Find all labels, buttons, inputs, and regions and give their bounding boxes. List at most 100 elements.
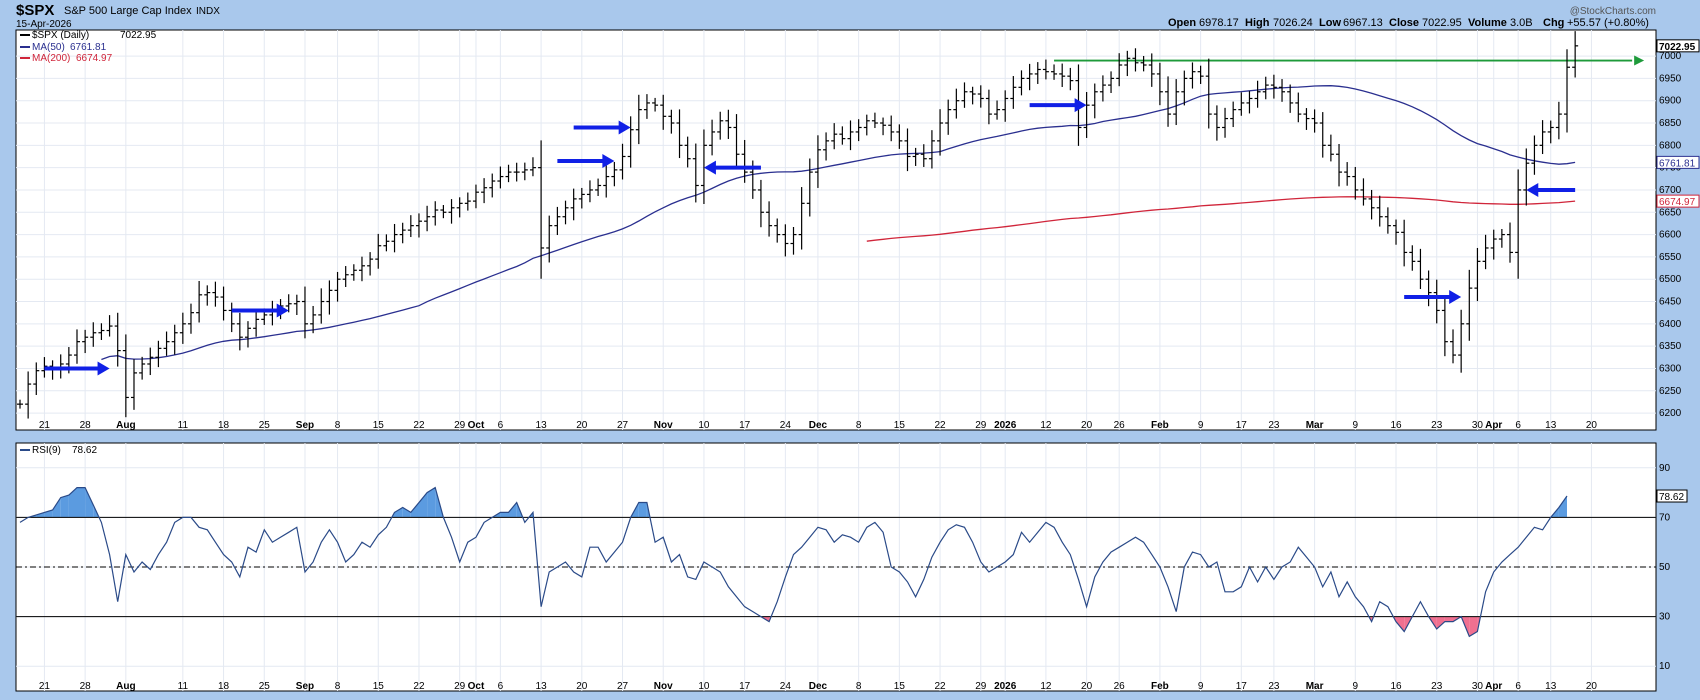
price-bar <box>236 312 243 351</box>
high-label: High <box>1245 17 1270 29</box>
rsi-x-axis: 21 28 Aug 11 18 25 Sep 8 15 22 29 Oct 6 13 20 27 Nov 10 17… <box>39 681 1598 692</box>
price-bar <box>424 205 431 232</box>
price-bar <box>293 294 300 316</box>
price-bar <box>448 199 455 224</box>
rsi-x-tick-label: 24 <box>780 681 792 692</box>
price-y-tick-label: 6350 <box>1659 341 1682 352</box>
price-bar <box>1270 74 1277 99</box>
price-bar <box>375 233 382 269</box>
price-y-tick-label: 6250 <box>1659 386 1682 397</box>
price-y-tick-label: 6450 <box>1659 297 1682 308</box>
rsi-overbought-fill <box>427 487 436 518</box>
price-bar <box>1132 48 1139 72</box>
rsi-x-tick-label: 22 <box>934 681 946 692</box>
price-bar <box>1376 195 1383 227</box>
ma50-line <box>101 85 1576 361</box>
price-x-tick-label: 24 <box>780 420 792 431</box>
resistance-line <box>1054 55 1645 66</box>
rsi-x-tick-label: 29 <box>454 681 466 692</box>
annotation-arrows <box>44 98 1576 376</box>
price-bar <box>1344 162 1351 186</box>
rsi-x-tick-label: 17 <box>739 681 751 692</box>
y-axis-badge-box <box>1656 194 1700 208</box>
price-x-tick-label: 9 <box>1198 420 1204 431</box>
price-bar <box>82 329 89 354</box>
price-x-tick-label: 8 <box>856 420 862 431</box>
price-x-tick-label: 28 <box>80 420 92 431</box>
price-x-tick-label: 23 <box>1431 420 1443 431</box>
price-bar <box>823 132 830 161</box>
price-bar <box>1295 92 1302 123</box>
rsi-x-tick-label: Mar <box>1306 681 1324 692</box>
rsi-overbought-fill <box>419 492 428 518</box>
price-bar <box>937 109 944 156</box>
price-x-tick-label: 29 <box>454 420 466 431</box>
price-bar <box>1002 90 1009 122</box>
price-bar <box>643 94 650 119</box>
header-name: S&P 500 Large Cap Index <box>64 5 192 17</box>
chg-label: Chg <box>1543 17 1564 29</box>
price-bar <box>635 94 642 145</box>
arrow-head <box>1449 290 1462 305</box>
rsi-oversold-fill <box>1396 616 1405 632</box>
open-label: Open <box>1168 17 1196 29</box>
high-value: 7026.24 <box>1273 17 1313 29</box>
price-bar <box>196 280 203 323</box>
price-bar <box>668 109 675 134</box>
price-bar <box>399 222 406 244</box>
price-bar <box>1531 135 1538 175</box>
price-y-tick-label: 6200 <box>1659 408 1682 419</box>
price-bar <box>513 162 520 182</box>
price-x-tick-label: 17 <box>1236 420 1248 431</box>
price-bar <box>1507 222 1514 263</box>
y-axis-badge: 6761.81 <box>1656 155 1700 169</box>
price-gridlines <box>16 30 1656 430</box>
price-y-tick-label: 6950 <box>1659 73 1682 84</box>
price-bar <box>310 305 317 334</box>
price-bar <box>814 135 821 188</box>
price-bar <box>163 331 170 356</box>
resistance-arrowhead <box>1634 55 1645 66</box>
price-bar <box>896 124 903 149</box>
arrow-left <box>1526 182 1576 197</box>
price-x-tick-label: 30 <box>1472 420 1484 431</box>
price-bar <box>717 111 724 140</box>
price-bar <box>1018 70 1025 96</box>
price-bar <box>994 100 1001 120</box>
price-bar <box>1450 329 1457 364</box>
price-bar <box>432 201 439 226</box>
rsi-x-tick-label: 11 <box>178 681 189 692</box>
rsi-overbought-fill <box>85 487 94 518</box>
price-bar <box>684 136 691 168</box>
rsi-value-badge-box <box>1656 489 1688 503</box>
legend-ma200-name: MA(200) <box>32 53 70 64</box>
price-x-tick-label: 12 <box>1040 420 1052 431</box>
rsi-x-tick-label: 9 <box>1353 681 1359 692</box>
legend-rsi-name: RSI(9) <box>32 445 61 456</box>
price-bar <box>847 120 854 151</box>
price-bar <box>692 143 699 203</box>
price-bar <box>350 264 357 281</box>
price-bar <box>863 114 870 136</box>
rsi-overbought-fill <box>1558 496 1567 518</box>
price-x-tick-label: 17 <box>739 420 751 431</box>
price-bar <box>17 399 23 409</box>
price-bar <box>831 123 838 150</box>
header-date: 15-Apr-2026 <box>16 19 72 30</box>
price-y-tick-label: 7000 <box>1659 51 1682 62</box>
price-bar <box>1042 59 1049 80</box>
rsi-legend: RSI(9) 78.62 <box>20 445 97 456</box>
rsi-value-badge-label: 78.62 <box>1659 492 1684 503</box>
price-bar <box>733 114 740 169</box>
price-x-tick-label: Oct <box>468 420 485 431</box>
price-bar <box>179 312 186 344</box>
price-bar <box>1254 80 1261 108</box>
price-bar <box>1482 234 1489 270</box>
price-bar <box>25 371 32 419</box>
rsi-x-tick-label: 21 <box>39 681 51 692</box>
rsi-x-tick-label: 20 <box>1586 681 1598 692</box>
price-x-tick-label: 25 <box>259 420 271 431</box>
price-bar <box>171 324 178 355</box>
price-bar <box>880 117 887 136</box>
price-bar <box>1336 143 1343 187</box>
